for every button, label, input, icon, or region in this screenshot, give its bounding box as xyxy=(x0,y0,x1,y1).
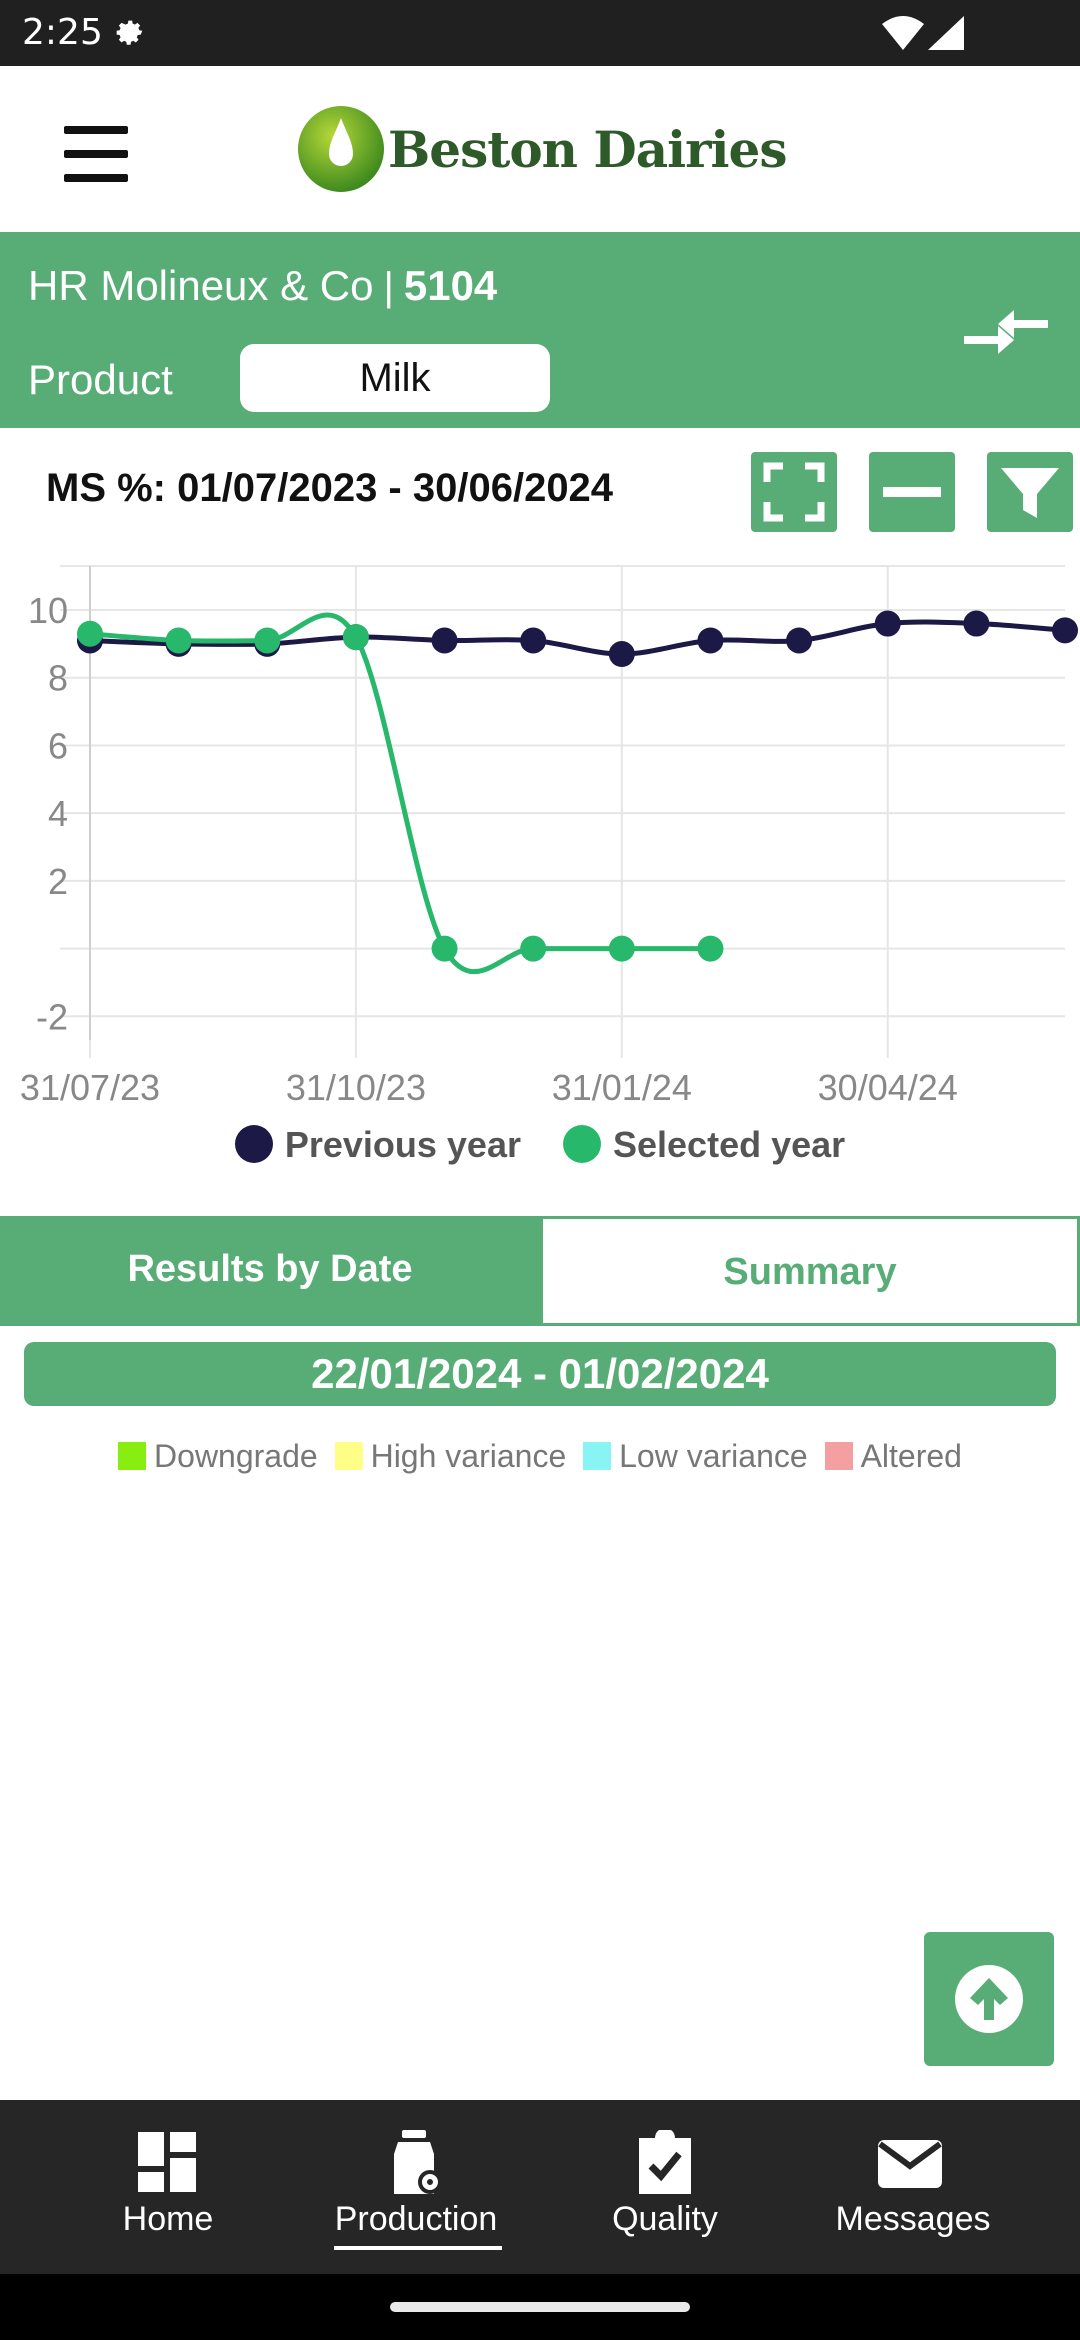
selected-year-point xyxy=(520,935,547,962)
x-tick-label: 31/10/23 xyxy=(286,1067,426,1108)
bottom-navigation: Home Production Quality Messages xyxy=(0,2100,1080,2274)
clipboard-check-icon xyxy=(639,2130,691,2194)
y-tick-label: -2 xyxy=(36,996,68,1037)
status-time: 2:25 xyxy=(22,12,103,53)
x-tick-label: 30/04/24 xyxy=(818,1067,958,1108)
altered-swatch xyxy=(824,1442,853,1470)
variance-label: High variance xyxy=(370,1438,567,1474)
fullscreen-icon xyxy=(763,462,825,522)
y-tick-label: 4 xyxy=(48,793,68,834)
app-header: Beston Dairies xyxy=(0,66,1080,232)
farm-title: HR Molineux & Co | 5104 xyxy=(28,262,497,310)
nav-label-quality: Quality xyxy=(612,2200,718,2238)
chart-title: MS %: 01/07/2023 - 30/06/2024 xyxy=(46,466,614,510)
selected-year-point xyxy=(697,935,724,962)
variance-item-high: High variance xyxy=(334,1438,567,1475)
downgrade-swatch xyxy=(118,1442,147,1470)
previous-year-line xyxy=(89,619,1066,657)
selected-year-point xyxy=(608,935,635,962)
milk-bottle-icon xyxy=(394,2130,442,2194)
variance-label: Low variance xyxy=(619,1438,808,1474)
farm-number: 5104 xyxy=(403,262,498,309)
legend-item-selected-year[interactable]: Selected year xyxy=(563,1124,845,1166)
wifi-icon xyxy=(882,16,924,50)
date-range-selector[interactable]: 22/01/2024 - 01/02/2024 xyxy=(24,1342,1056,1406)
ms-percent-line-chart: 10 8 6 4 2 -2 31/07/23 31/10/23 31/01/24 30/04/24 xyxy=(20,565,1078,1108)
nav-label-production: Production xyxy=(334,2200,498,2238)
y-tick-label: 8 xyxy=(48,658,68,699)
settings-gear-icon xyxy=(116,20,143,45)
scroll-to-top-button[interactable] xyxy=(924,1932,1054,2066)
legend-label-selected-year: Selected year xyxy=(613,1124,846,1165)
selected-year-point xyxy=(342,624,369,651)
previous-year-point xyxy=(786,627,813,654)
farm-bar: HR Molineux & Co | 5104 Product Milk xyxy=(0,232,1080,428)
filter-icon xyxy=(1001,468,1059,518)
nav-label-home: Home xyxy=(122,2200,214,2238)
product-label: Product xyxy=(28,356,173,403)
selected-year-point xyxy=(165,627,192,654)
nav-label-messages: Messages xyxy=(835,2200,991,2238)
previous-year-point xyxy=(874,610,901,637)
nav-item-messages[interactable]: Messages xyxy=(793,2100,1033,2274)
selected-year-point xyxy=(77,620,103,647)
x-tick-label: 31/01/24 xyxy=(552,1067,692,1108)
legend-dot-previous-year xyxy=(234,1125,273,1163)
menu-icon[interactable] xyxy=(64,126,128,182)
previous-year-point xyxy=(1052,617,1078,644)
y-tick-label: 10 xyxy=(28,590,68,631)
variance-legend: Downgrade High variance Low variance Alt… xyxy=(0,1438,1080,1475)
selected-year-line xyxy=(89,612,711,975)
nav-active-indicator xyxy=(334,2246,502,2250)
nav-item-home[interactable]: Home xyxy=(48,2100,288,2274)
signal-icon xyxy=(928,16,964,50)
home-gesture-handle[interactable] xyxy=(390,2302,690,2312)
minus-icon xyxy=(883,487,941,497)
legend-item-previous-year[interactable]: Previous year xyxy=(234,1124,521,1166)
compare-arrows-icon[interactable] xyxy=(964,302,1048,362)
product-selector[interactable]: Milk xyxy=(240,344,550,412)
variance-item-downgrade: Downgrade xyxy=(118,1438,318,1475)
variance-item-altered: Altered xyxy=(824,1438,962,1475)
variance-item-low: Low variance xyxy=(583,1438,808,1475)
dashboard-icon xyxy=(138,2132,196,2192)
variance-label: Altered xyxy=(860,1438,962,1474)
brand-logo: Beston Dairies xyxy=(296,104,816,194)
arrow-up-circle-icon xyxy=(955,1965,1023,2033)
selected-year-point xyxy=(254,627,281,654)
previous-year-point xyxy=(963,610,990,637)
nav-item-production[interactable]: Production xyxy=(296,2100,536,2274)
previous-year-point xyxy=(697,627,724,654)
high-variance-swatch xyxy=(334,1442,363,1470)
y-tick-label: 2 xyxy=(48,861,68,902)
legend-dot-selected-year xyxy=(563,1125,601,1163)
variance-label: Downgrade xyxy=(154,1438,318,1474)
legend-label-previous-year: Previous year xyxy=(284,1124,521,1165)
collapse-button[interactable] xyxy=(869,452,955,532)
y-tick-label: 6 xyxy=(48,725,68,766)
selected-year-point xyxy=(431,935,458,962)
previous-year-point xyxy=(431,627,458,654)
system-gesture-bar xyxy=(0,2274,1080,2340)
tab-summary[interactable]: Summary xyxy=(540,1216,1080,1326)
brand-name: Beston Dairies xyxy=(388,120,787,179)
previous-year-point xyxy=(608,641,635,668)
filter-button[interactable] xyxy=(987,452,1073,532)
previous-year-point xyxy=(520,627,547,654)
nav-item-quality[interactable]: Quality xyxy=(545,2100,785,2274)
status-bar: 2:25 xyxy=(0,0,1080,66)
milk-drop-logo-icon xyxy=(298,106,384,192)
tab-results-by-date[interactable]: Results by Date xyxy=(0,1216,540,1326)
farm-name: HR Molineux & Co xyxy=(28,262,374,309)
envelope-icon xyxy=(878,2140,942,2188)
low-variance-swatch xyxy=(583,1442,612,1470)
x-tick-label: 31/07/23 xyxy=(20,1067,160,1108)
chart-legend: Previous year Selected year xyxy=(0,1124,1080,1174)
fullscreen-button[interactable] xyxy=(751,452,837,532)
farm-separator: | xyxy=(383,265,394,309)
results-tabs: Results by Date Summary xyxy=(0,1216,1080,1326)
